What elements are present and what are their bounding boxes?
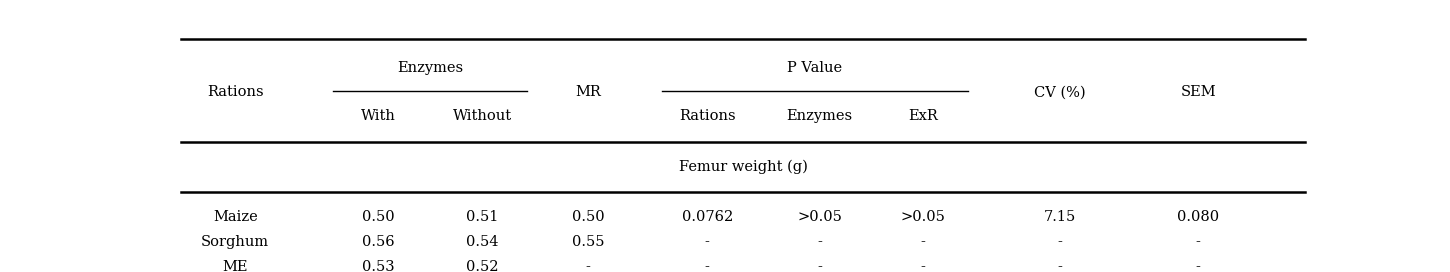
Text: 0.53: 0.53 xyxy=(361,260,394,272)
Text: 0.55: 0.55 xyxy=(571,235,605,249)
Text: -: - xyxy=(818,260,822,272)
Text: MR: MR xyxy=(576,85,600,99)
Text: 0.54: 0.54 xyxy=(465,235,499,249)
Text: With: With xyxy=(361,109,396,123)
Text: 7.15: 7.15 xyxy=(1044,210,1076,224)
Text: -: - xyxy=(705,235,709,249)
Text: Maize: Maize xyxy=(213,210,258,224)
Text: -: - xyxy=(1196,235,1201,249)
Text: Sorghum: Sorghum xyxy=(202,235,270,249)
Text: -: - xyxy=(586,260,590,272)
Text: -: - xyxy=(1196,260,1201,272)
Text: ME: ME xyxy=(222,260,248,272)
Text: -: - xyxy=(921,235,925,249)
Text: P Value: P Value xyxy=(787,61,842,75)
Text: 0.52: 0.52 xyxy=(465,260,499,272)
Text: -: - xyxy=(1057,260,1063,272)
Text: >0.05: >0.05 xyxy=(798,210,842,224)
Text: 0.56: 0.56 xyxy=(361,235,394,249)
Text: Femur weight (g): Femur weight (g) xyxy=(679,159,808,174)
Text: 0.50: 0.50 xyxy=(571,210,605,224)
Text: -: - xyxy=(921,260,925,272)
Text: Enzymes: Enzymes xyxy=(397,61,463,75)
Text: Without: Without xyxy=(452,109,512,123)
Text: -: - xyxy=(705,260,709,272)
Text: 0.080: 0.080 xyxy=(1177,210,1219,224)
Text: Enzymes: Enzymes xyxy=(786,109,853,123)
Text: >0.05: >0.05 xyxy=(900,210,945,224)
Text: 0.51: 0.51 xyxy=(467,210,499,224)
Text: Rations: Rations xyxy=(207,85,264,99)
Text: 0.0762: 0.0762 xyxy=(682,210,732,224)
Text: SEM: SEM xyxy=(1180,85,1217,99)
Text: Rations: Rations xyxy=(679,109,735,123)
Text: ExR: ExR xyxy=(908,109,938,123)
Text: CV (%): CV (%) xyxy=(1034,85,1086,99)
Text: 0.50: 0.50 xyxy=(361,210,394,224)
Text: -: - xyxy=(1057,235,1063,249)
Text: -: - xyxy=(818,235,822,249)
